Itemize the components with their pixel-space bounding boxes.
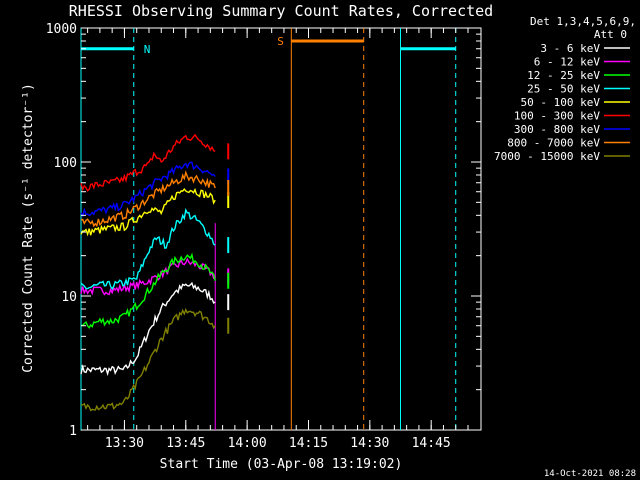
legend-entry-label: 7000 - 15000 keV <box>494 150 600 163</box>
x-tick-label: 13:45 <box>166 436 205 451</box>
legend-entry-label: 50 - 100 keV <box>521 96 601 109</box>
saa-label: S <box>277 35 284 48</box>
x-tick-label: 14:00 <box>228 436 267 451</box>
series-line-3 <box>80 207 216 291</box>
legend-header-line-1: Det 1,3,4,5,6,9, <box>530 15 636 28</box>
legend-header-line-2: Att 0 <box>594 28 627 41</box>
y-tick-label: 1000 <box>46 22 77 37</box>
legend-entry-label: 800 - 7000 keV <box>507 137 600 150</box>
series-line-8 <box>80 307 216 412</box>
x-tick-label: 14:45 <box>412 436 451 451</box>
footer-timestamp: 14-Oct-2021 08:28 <box>544 469 636 479</box>
legend-entry-label: 12 - 25 keV <box>527 69 600 82</box>
night-label: N <box>144 43 151 56</box>
series-layer <box>80 133 230 412</box>
series-line-6 <box>80 161 216 218</box>
series-line-2 <box>80 252 216 329</box>
x-axis-label: Start Time (03-Apr-08 13:19:02) <box>160 457 403 472</box>
orbit-markers: NS <box>80 28 457 430</box>
series-line-0 <box>80 281 216 377</box>
x-tick-label: 13:30 <box>105 436 144 451</box>
y-tick-label: 1 <box>69 424 77 439</box>
legend-entry-label: 300 - 800 keV <box>514 123 600 136</box>
y-tick-label: 100 <box>54 156 77 171</box>
legend-entry-label: 25 - 50 keV <box>527 83 600 96</box>
plot-border <box>80 27 482 431</box>
chart-title: RHESSI Observing Summary Count Rates, Co… <box>69 2 493 20</box>
series-line-5 <box>80 133 216 192</box>
y-axis-label: Corrected Count Rate (s⁻¹ detector⁻¹) <box>21 83 36 373</box>
x-tick-label: 14:15 <box>289 436 328 451</box>
axes-layer: 13:30 13:45 14:00 14:15 14:30 14:45 1 10 100 1000 <box>46 22 481 451</box>
y-tick-label: 10 <box>61 290 77 305</box>
legend-entry-label: 6 - 12 keV <box>534 56 601 69</box>
legend-entry-label: 100 - 300 keV <box>514 110 600 123</box>
series-line-7 <box>80 170 216 228</box>
legend-entry-label: 3 - 6 keV <box>540 42 600 55</box>
x-tick-label: 14:30 <box>350 436 389 451</box>
plot-frame <box>80 27 482 431</box>
series-line-4 <box>80 187 216 237</box>
